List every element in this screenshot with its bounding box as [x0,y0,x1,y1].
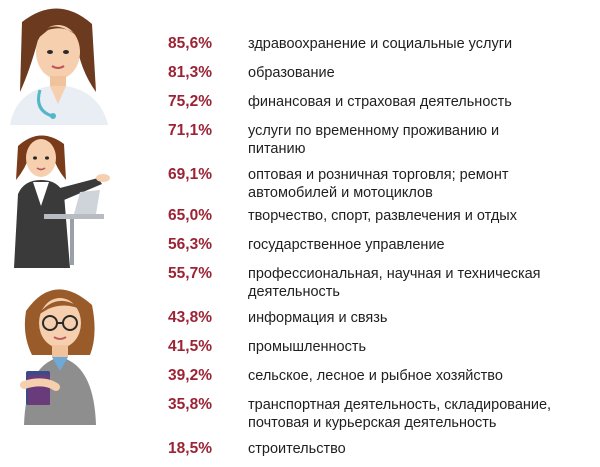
sector-label: информация и связь [248,310,388,326]
sector-label: оптовая и розничная торговля; ремонт авт… [248,167,509,201]
percent-value: 85,6% [168,35,212,52]
percent-value: 35,8% [168,396,212,413]
sector-label: государственное управление [248,237,445,253]
sector-label: профессиональная, научная и техническая … [248,266,541,300]
doctor-woman-icon [10,8,108,125]
sector-label: услуги по временному проживанию и питани… [248,123,500,157]
presenter-woman-icon [14,135,110,268]
sector-label: творчество, спорт, развлечения и отдых [248,208,517,224]
percent-value: 56,3% [168,236,212,253]
percent-value: 71,1% [168,122,212,139]
percent-value: 55,7% [168,265,212,282]
percent-value: 65,0% [168,207,212,224]
sector-label: финансовая и страховая деятельность [248,94,512,110]
sector-label: здравоохранение и социальные услуги [248,36,513,52]
sector-label: транспортная деятельность, складирование… [248,397,552,431]
percent-value: 39,2% [168,367,212,384]
teacher-woman-icon [20,289,96,425]
percent-value: 75,2% [168,93,212,110]
sector-label: образование [248,65,335,81]
sector-label: строительство [248,441,346,457]
percent-value: 43,8% [168,309,212,326]
sector-label: промышленность [248,339,367,355]
percent-value: 41,5% [168,338,212,355]
percent-value: 18,5% [168,440,212,457]
sector-label: сельское, лесное и рыбное хозяйство [248,368,503,384]
percent-value: 69,1% [168,166,212,183]
percent-value: 81,3% [168,64,212,81]
